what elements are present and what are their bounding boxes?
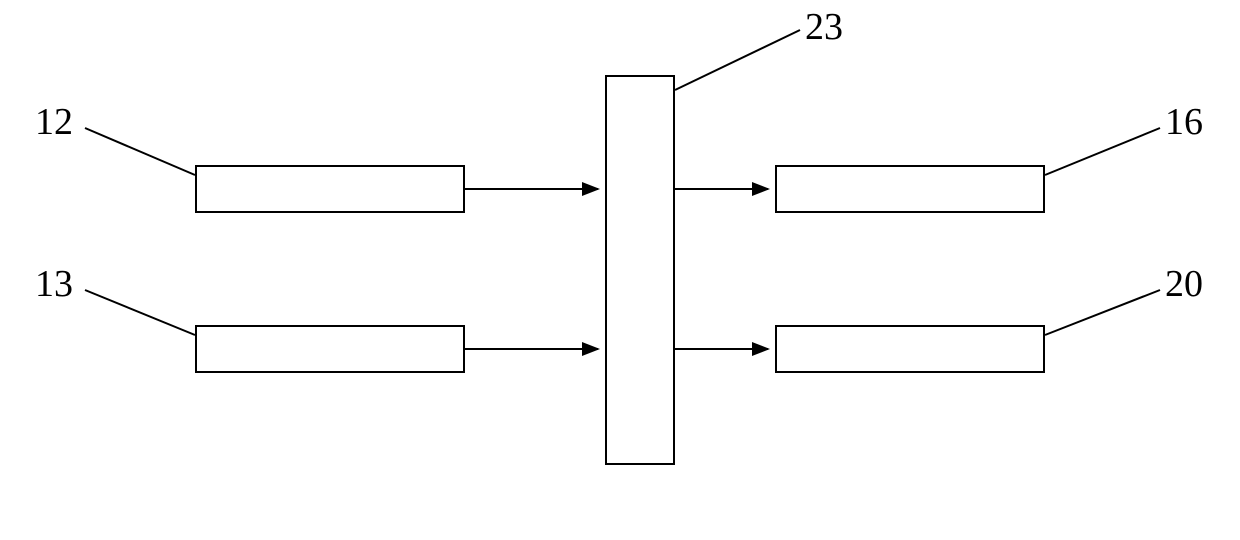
block-20 — [775, 325, 1045, 373]
label-13: 13 — [35, 262, 73, 306]
label-20: 20 — [1165, 262, 1203, 306]
label-23: 23 — [805, 5, 843, 49]
block-23 — [605, 75, 675, 465]
block-13 — [195, 325, 465, 373]
block-16 — [775, 165, 1045, 213]
label-16: 16 — [1165, 100, 1203, 144]
leader-16 — [1045, 128, 1160, 175]
label-12: 12 — [35, 100, 73, 144]
leader-20 — [1045, 290, 1160, 335]
block-12 — [195, 165, 465, 213]
leader-13 — [85, 290, 195, 335]
leader-23 — [675, 30, 800, 90]
block-diagram: 12 13 23 16 20 — [0, 0, 1240, 540]
leader-12 — [85, 128, 195, 175]
